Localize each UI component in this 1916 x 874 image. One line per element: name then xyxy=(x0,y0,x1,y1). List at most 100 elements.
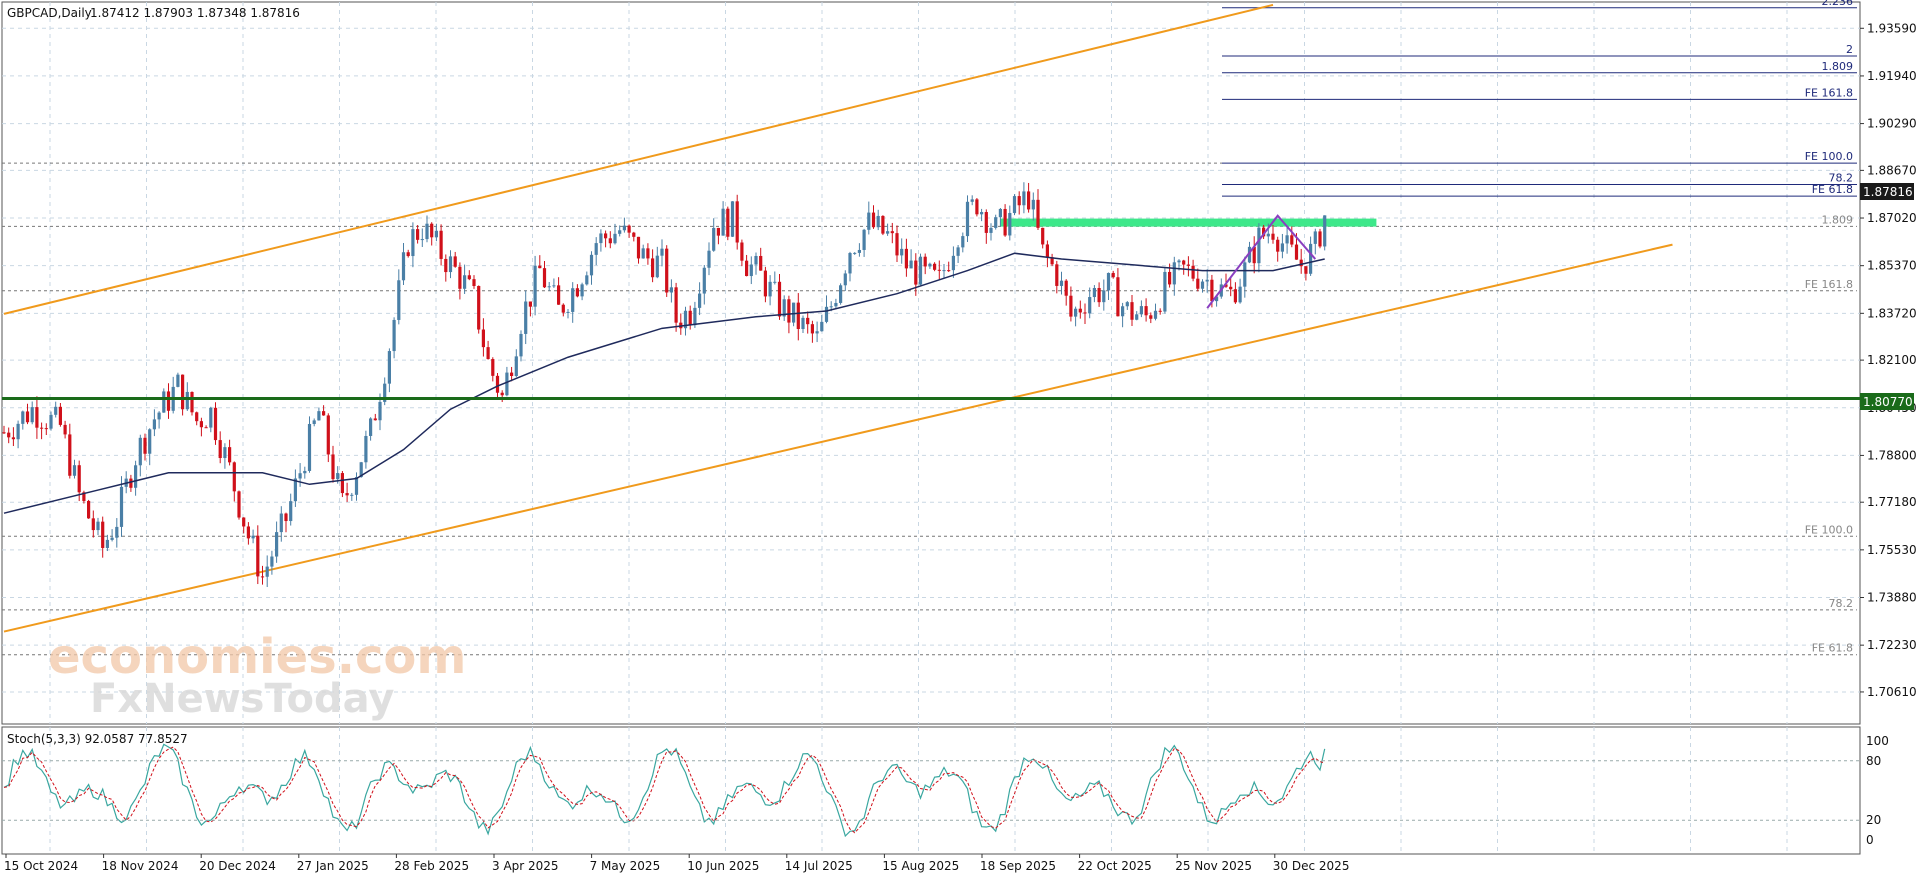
price-channel xyxy=(3,3,1673,633)
candle-body xyxy=(218,440,222,459)
candle-body xyxy=(378,401,382,421)
candle-body xyxy=(322,411,326,416)
candle-body xyxy=(1008,212,1012,236)
stoch-signal-line xyxy=(3,746,1325,834)
candle-body xyxy=(599,233,603,244)
time-tick-label: 25 Nov 2025 xyxy=(1175,859,1252,873)
price-tick-label: 1.88670 xyxy=(1867,163,1916,177)
candle-body xyxy=(1121,306,1125,317)
candle-body xyxy=(566,311,570,313)
candle-body xyxy=(284,513,288,522)
candle-body xyxy=(293,478,297,502)
candle-body xyxy=(1262,227,1266,237)
candle-body xyxy=(688,310,692,326)
candle-body xyxy=(1200,281,1205,289)
price-axis[interactable]: 1.93590 1.91940 1.90290 1.88670 1.87020 1.853… xyxy=(1860,21,1916,699)
candle-body xyxy=(256,535,260,577)
time-tick-label: 28 Feb 2025 xyxy=(394,859,469,873)
candle-body xyxy=(44,428,48,430)
candle-body xyxy=(82,492,86,501)
stoch-panel-frame xyxy=(1,726,1861,855)
candle-body xyxy=(1078,308,1082,313)
candle-body xyxy=(166,391,171,411)
candle-body xyxy=(528,301,532,307)
candle-body xyxy=(961,236,965,248)
candle-body xyxy=(1309,243,1313,274)
candle-body xyxy=(730,201,735,237)
candle-body xyxy=(1097,288,1101,303)
candle-body xyxy=(434,230,438,238)
candle-body xyxy=(613,233,617,244)
candle-body xyxy=(1243,262,1247,287)
svg-text:1.87816: 1.87816 xyxy=(1863,185,1913,199)
candle-body xyxy=(213,407,218,441)
stoch-main-line xyxy=(3,743,1326,838)
candle-body xyxy=(810,324,814,334)
candle-body xyxy=(392,319,396,352)
candle-body xyxy=(702,267,706,294)
fib-level-label: 2 xyxy=(1846,43,1853,56)
candle-body xyxy=(101,521,105,548)
candle-body xyxy=(91,518,95,531)
candle-body xyxy=(463,275,467,289)
candle-body xyxy=(129,478,133,488)
candle-body xyxy=(1074,308,1078,317)
candle-body xyxy=(505,372,509,396)
candle-body xyxy=(1003,208,1007,236)
candle-body xyxy=(1092,288,1096,298)
candle-body xyxy=(148,429,152,454)
stoch-label: Stoch(5,3,3) 92.0587 77.8527 xyxy=(7,732,188,746)
candle-body xyxy=(1106,272,1111,291)
candle-body xyxy=(228,447,232,463)
channel-lower-line xyxy=(3,243,1673,633)
time-tick-label: 20 Dec 2024 xyxy=(199,859,276,873)
candle-body xyxy=(312,420,316,424)
candle-body xyxy=(303,470,307,474)
candle-body xyxy=(895,233,899,256)
candle-body xyxy=(557,285,561,305)
candle-body xyxy=(1125,302,1129,307)
candle-body xyxy=(1186,264,1190,266)
candle-body xyxy=(745,260,749,277)
candle-body xyxy=(951,255,955,271)
time-tick-label: 27 Jan 2025 xyxy=(297,859,369,873)
candle-body xyxy=(260,576,265,578)
candle-body xyxy=(1304,266,1308,274)
candle-body xyxy=(1252,246,1256,264)
candle-body xyxy=(444,258,448,273)
candle-body xyxy=(223,447,227,459)
candle-body xyxy=(1031,199,1035,210)
candle-body xyxy=(763,270,767,297)
candle-body xyxy=(420,239,424,241)
candle-body xyxy=(1012,196,1017,213)
candle-body xyxy=(1163,271,1167,312)
candle-body xyxy=(1280,243,1284,252)
candle-body xyxy=(947,270,951,272)
fib-level-label: 2.236 xyxy=(1822,0,1854,8)
candle-body xyxy=(585,275,589,285)
candle-body xyxy=(571,288,575,312)
candle-body xyxy=(439,230,443,259)
candle-body xyxy=(1144,306,1148,316)
candle-body xyxy=(1271,233,1275,240)
candle-body xyxy=(1215,296,1219,302)
candle-body xyxy=(96,521,100,531)
candle-body xyxy=(199,421,203,428)
candle-body xyxy=(594,243,598,255)
candle-body xyxy=(1313,231,1317,244)
time-axis[interactable]: 15 Oct 2024 18 Nov 2024 20 Dec 2024 27 Jan … xyxy=(4,854,1349,873)
candle-body xyxy=(627,225,631,233)
candle-body xyxy=(359,462,363,478)
candle-body xyxy=(1229,286,1233,290)
time-tick-label: 18 Nov 2024 xyxy=(102,859,179,873)
fib-level-label: 78.2 xyxy=(1829,172,1854,185)
candle-body xyxy=(204,427,208,429)
candle-body xyxy=(72,465,77,476)
time-tick-label: 15 Aug 2025 xyxy=(882,859,959,873)
candle-body xyxy=(589,254,594,276)
price-tick-label: 1.83720 xyxy=(1867,306,1916,320)
candle-body xyxy=(105,539,109,548)
fib-level-label: 1.809 xyxy=(1822,60,1854,73)
wave-line xyxy=(1206,214,1317,309)
